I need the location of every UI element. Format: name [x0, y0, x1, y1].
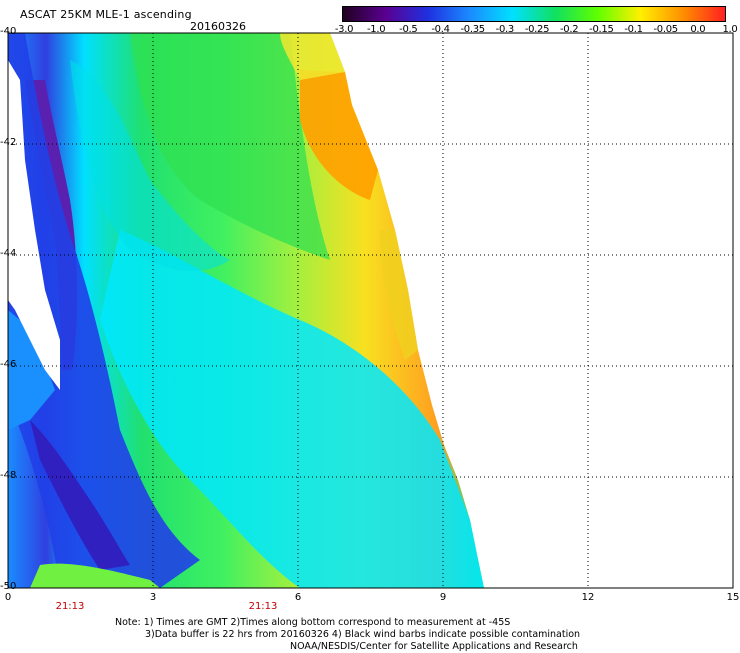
color-scale-label: -0.5 — [399, 24, 418, 35]
footnotes: Note: 1) Times are GMT 2)Times along bot… — [115, 617, 580, 653]
yellow-patch — [280, 33, 345, 80]
longitude-label: 6 — [294, 592, 302, 603]
color-scale-label: -0.05 — [653, 24, 678, 35]
color-scale-label: -3.0 — [334, 24, 354, 35]
color-scale-labels: -3.0 -1.0 -0.5 -0.4 -0.35 -0.3 -0.25 -0.2 -0.15-… — [330, 24, 738, 36]
color-scale-label: -0.3 — [495, 24, 515, 35]
longitude-label: 0 — [4, 592, 12, 603]
lightblue-edge — [8, 310, 55, 430]
blue-patch-south — [30, 420, 130, 570]
cyan-region — [100, 230, 484, 588]
product-title: ASCAT 25KM MLE-1 ascending — [20, 8, 192, 21]
orange-patch — [300, 70, 378, 200]
note-line-3: NOAA/NESDIS/Center for Satellite Applica… — [290, 641, 578, 652]
color-scale-label: -1.0 — [367, 24, 386, 35]
longitude-label: 12 — [581, 592, 595, 603]
time-label-1: 21:13 — [55, 601, 85, 612]
no-data-wedge — [8, 60, 60, 390]
grid-lines — [8, 33, 733, 588]
longitude-label: 3 — [149, 592, 157, 603]
time-label-2: 21:13 — [248, 601, 278, 612]
color-scale-bar — [342, 6, 726, 22]
latitude-label: -40 — [0, 26, 17, 37]
latitude-label: -48 — [0, 470, 17, 481]
color-scale-label: -0.15 — [589, 24, 614, 35]
south-green-patch — [30, 563, 160, 588]
color-scale-label: 0.0 — [690, 24, 706, 35]
color-scale-label: -0.4 — [431, 24, 450, 35]
longitude-label: 9 — [439, 592, 447, 603]
color-scale-label: -0.25 — [524, 24, 550, 35]
longitude-label: 15 — [726, 592, 740, 603]
product-date: 20160326 — [190, 20, 246, 33]
map-frame — [7, 32, 734, 589]
color-scale-label: 1.0 — [722, 24, 738, 35]
color-scale-label: -0.35 — [460, 24, 485, 35]
cyan-region-north — [70, 60, 230, 271]
latitude-label: -42 — [0, 137, 17, 148]
latitude-label: -44 — [0, 248, 17, 259]
color-scale-label: -0.2 — [560, 24, 579, 35]
latitude-label: -50 — [0, 581, 17, 592]
color-scale-label: -0.1 — [624, 24, 643, 35]
blue-band — [8, 33, 200, 588]
note-line-1: Note: 1) Times are GMT 2)Times along bot… — [115, 617, 511, 628]
latitude-label: -46 — [0, 359, 17, 370]
green-band — [130, 33, 330, 260]
note-line-2: 3)Data buffer is 22 hrs from 20160326 4)… — [145, 629, 581, 640]
yellow-patch-east — [380, 230, 418, 360]
